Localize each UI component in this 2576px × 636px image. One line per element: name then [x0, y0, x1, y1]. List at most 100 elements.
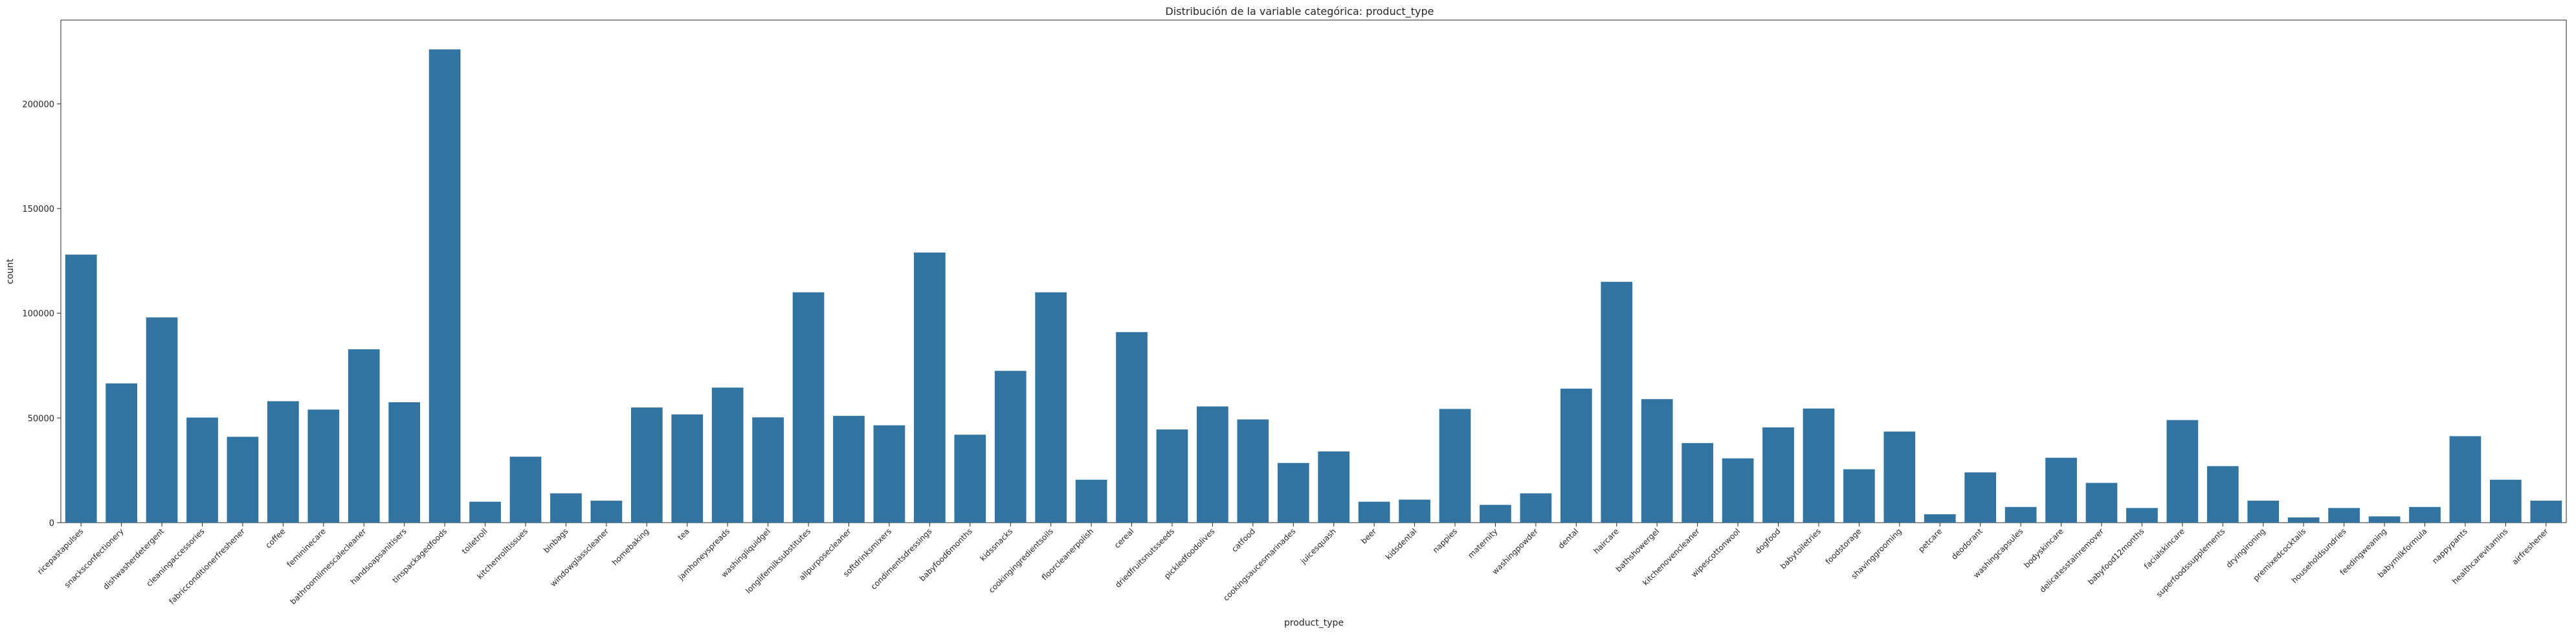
bar-bathshowergel [1641, 399, 1673, 523]
x-tick-label: dogfood [1753, 527, 1782, 556]
x-tick-label: homebaking [610, 527, 651, 567]
x-ticks: ricepastapulsessnacksconfectionerydishwa… [36, 523, 2550, 606]
y-tick-label: 50000 [28, 414, 54, 424]
x-tick-label: foodstorage [1824, 527, 1863, 566]
bar-pickledfoodolives [1197, 406, 1228, 523]
bar-cookingsaucesmarinades [1277, 462, 1309, 523]
bar-tinspackagedfoods [428, 49, 461, 523]
bar-homebaking [630, 407, 663, 523]
bar-cleaningaccessories [186, 417, 218, 523]
bars [65, 49, 2562, 523]
bar-kidssnacks [994, 370, 1027, 523]
bar-cookingingredientsoils [1035, 292, 1067, 523]
bar-premixedcocktails [2287, 517, 2320, 523]
bar-nappies [1439, 409, 1471, 523]
bar-dishwasherdetergent [146, 317, 178, 523]
bar-bodyskincare [2045, 457, 2077, 523]
x-tick-label: beer [1359, 527, 1378, 545]
x-tick-label: dental [1557, 527, 1581, 551]
bar-catfood [1237, 419, 1269, 523]
bar-handsoapsanitisers [388, 402, 421, 523]
bar-delicatesstainremover [2085, 483, 2118, 523]
x-tick-label: maternity [1466, 527, 1499, 560]
bar-feedingweaning [2368, 516, 2401, 523]
bar-shavinggrooming [1883, 431, 1916, 523]
bar-bathroomlimescalecleaner [348, 349, 380, 523]
y-ticks: 0 50000 100000 150000 200000 [22, 100, 61, 528]
x-tick-label: fabricconditionerfreshener [168, 527, 247, 606]
bar-juicesquash [1318, 451, 1350, 523]
bar-dogfood [1762, 427, 1794, 523]
bar-haircare [1601, 282, 1633, 523]
x-tick-label: babytoiletries [1779, 527, 1823, 571]
x-tick-label: dryingironing [2225, 527, 2267, 569]
bar-binbags [550, 493, 582, 523]
bar-maternity [1480, 505, 1511, 523]
x-tick-label: bathroomlimescalecleaner [289, 527, 368, 606]
bar-babyfood6months [954, 435, 986, 523]
bar-airfreshener [2530, 501, 2562, 523]
bar-babytoiletries [1803, 408, 1835, 523]
x-tick-label: toiletroll [460, 527, 489, 556]
y-tick-label: 0 [49, 519, 54, 528]
x-tick-label: longlifemilksubstitutes [744, 527, 812, 595]
bar-kidsdental [1399, 499, 1430, 523]
bar-coffee [267, 401, 299, 523]
bar-femininecare [307, 409, 340, 523]
bar-driedfruitsnutsseeds [1156, 429, 1188, 523]
bar-foodstorage [1843, 469, 1875, 523]
bar-washingliquidgel [752, 417, 784, 523]
x-tick-label: deodorant [1949, 527, 1984, 562]
bar-beer [1358, 501, 1390, 523]
bar-cereal [1116, 332, 1148, 523]
bar-healthcarevitamins [2489, 479, 2522, 523]
y-axis-label: count [5, 258, 16, 284]
x-tick-label: coffee [263, 527, 287, 550]
bar-allpurposecleaner [833, 416, 865, 523]
bar-superfoodssupplements [2206, 466, 2239, 523]
bar-facialskincare [2166, 420, 2199, 523]
x-tick-label: bathshowergel [1614, 527, 1661, 574]
x-tick-label: petcare [1916, 527, 1944, 554]
x-tick-label: superfoodssupplements [2155, 527, 2227, 599]
x-tick-label: kidssnacks [978, 527, 1014, 563]
x-tick-label: kidsdental [1384, 527, 1419, 562]
x-tick-label: airfreshener [2510, 527, 2550, 567]
x-tick-label: nappies [1431, 527, 1459, 554]
y-tick-label: 150000 [22, 205, 54, 214]
bar-wipescottonwool [1722, 458, 1754, 523]
bar-jamhoneyspreads [711, 387, 744, 523]
bar-fabricconditionerfreshener [227, 437, 259, 523]
bar-longlifemilksubstitutes [792, 292, 825, 523]
y-axis: 0 50000 100000 150000 200000 count [5, 20, 61, 528]
bar-kitchenovencleaner [1682, 443, 1713, 523]
bar-softdrinksmixers [873, 425, 905, 523]
bar-toiletroll [469, 501, 501, 523]
y-tick-label: 200000 [22, 100, 54, 109]
bar-petcare [1924, 514, 1956, 523]
bar-dental [1560, 389, 1592, 523]
x-tick-label: juicesquash [1298, 527, 1338, 566]
x-axis: ricepastapulsessnacksconfectionerydishwa… [36, 522, 2566, 628]
bar-snacksconfectionery [105, 383, 138, 523]
x-tick-label: femininecare [285, 527, 328, 569]
bar-washingpowder [1520, 493, 1552, 523]
chart-title: Distribución de la variable categórica: … [1165, 5, 1434, 18]
x-tick-label: binbags [542, 527, 570, 554]
x-tick-label: tea [676, 527, 691, 542]
bar-kitchenrolltissues [509, 457, 542, 523]
bar-nappypants [2449, 436, 2482, 523]
x-tick-label: cereal [1113, 527, 1136, 550]
bar-windowglasscleaner [590, 501, 623, 523]
bar-condimentsdressings [914, 252, 946, 523]
bar-babymilkformula [2409, 506, 2441, 523]
x-axis-label: product_type [1284, 618, 1344, 628]
bar-floorcleanerpolish [1075, 479, 1107, 523]
bar-babyfood12months [2126, 508, 2158, 523]
bar-dryingironing [2247, 501, 2280, 523]
x-tick-label: catfood [1230, 527, 1257, 554]
x-tick-label: haircare [1592, 527, 1621, 556]
bar-deodorant [1964, 472, 1997, 523]
x-tick-label: facialskincare [2142, 527, 2186, 571]
